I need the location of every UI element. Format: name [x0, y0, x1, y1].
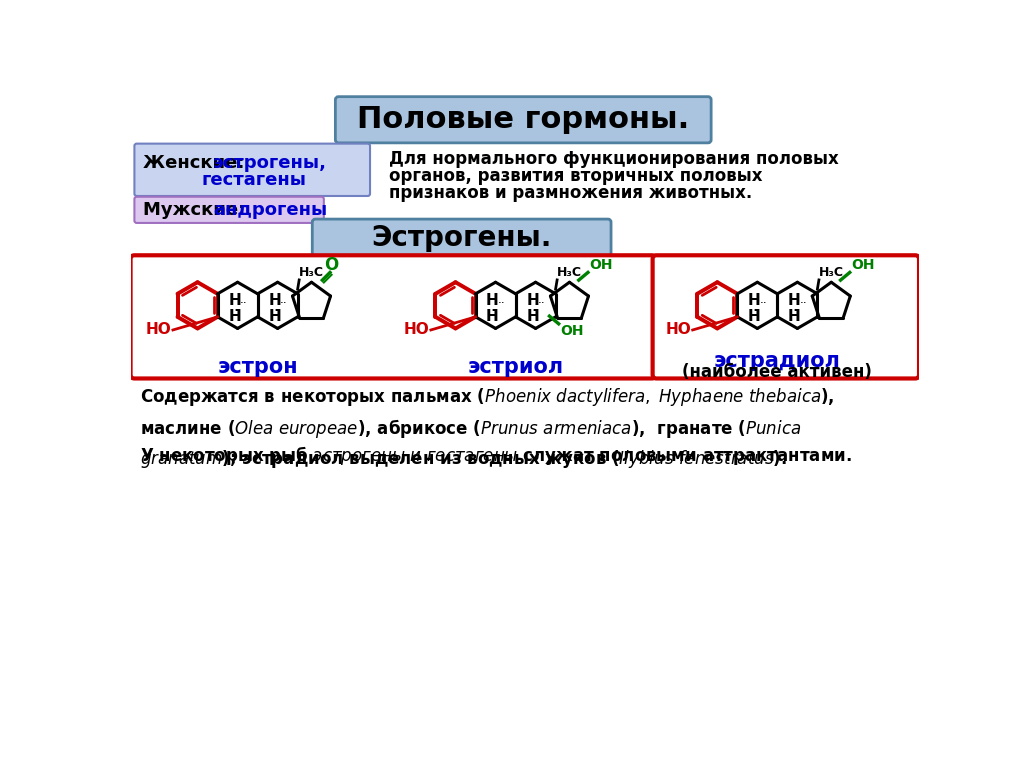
FancyBboxPatch shape: [336, 97, 711, 143]
Text: H₃C: H₃C: [299, 266, 325, 279]
FancyBboxPatch shape: [652, 255, 920, 378]
Text: Половые гормоны.: Половые гормоны.: [357, 105, 689, 134]
Text: H: H: [228, 293, 241, 308]
Text: Ḣ: Ḣ: [228, 308, 241, 324]
Text: Ḣ: Ḣ: [486, 308, 499, 324]
Text: гестагены: гестагены: [202, 171, 306, 189]
Text: эстрадиол: эстрадиол: [714, 351, 841, 370]
Text: H: H: [748, 293, 761, 308]
Text: андрогены: андрогены: [214, 201, 328, 219]
Text: H₃C: H₃C: [557, 266, 582, 279]
FancyBboxPatch shape: [312, 219, 611, 256]
Text: Женские:: Женские:: [143, 154, 251, 172]
Text: ··: ··: [280, 298, 288, 311]
Text: эстрон: эстрон: [217, 357, 298, 377]
Text: Содержатся в некоторых пальмах ($\it{Phoenix\ dactylifera,\ Hyphaene\ thebaica}$: Содержатся в некоторых пальмах ($\it{Pho…: [140, 386, 835, 469]
Text: HO: HO: [403, 322, 429, 337]
Text: эстриол: эстриол: [468, 357, 563, 377]
Text: Для нормального функционирования половых: Для нормального функционирования половых: [388, 150, 839, 168]
Text: (наиболее активен): (наиболее активен): [682, 364, 872, 381]
FancyBboxPatch shape: [134, 143, 370, 196]
Text: Мужские:: Мужские:: [143, 201, 251, 219]
Text: H: H: [486, 293, 499, 308]
FancyBboxPatch shape: [131, 255, 655, 378]
Text: HO: HO: [666, 322, 691, 337]
Text: признаков и размножения животных.: признаков и размножения животных.: [388, 184, 752, 202]
Text: OH: OH: [851, 258, 874, 272]
Text: H: H: [526, 293, 539, 308]
FancyBboxPatch shape: [134, 197, 324, 223]
Text: ··: ··: [538, 298, 546, 311]
Text: ··: ··: [498, 298, 506, 311]
Text: ··: ··: [760, 298, 767, 311]
Text: эстрогены,: эстрогены,: [213, 154, 327, 172]
Text: ··: ··: [240, 298, 248, 311]
Text: Ḣ: Ḣ: [526, 308, 539, 324]
Text: H: H: [787, 293, 801, 308]
Text: Ḣ: Ḣ: [787, 308, 801, 324]
Text: органов, развития вторичных половых: органов, развития вторичных половых: [388, 167, 762, 185]
Text: H₃C: H₃C: [819, 266, 844, 279]
Text: У некоторых рыб $\it{эстрогены\ и\ гестагены}$ служат половыми аттрактантами.: У некоторых рыб $\it{эстрогены\ и\ геста…: [140, 444, 852, 467]
Text: HO: HO: [145, 322, 171, 337]
Text: H: H: [268, 293, 281, 308]
Text: O: O: [325, 256, 339, 274]
Text: OH: OH: [590, 258, 613, 272]
Text: ··: ··: [800, 298, 807, 311]
Text: Эстрогены.: Эстрогены.: [372, 223, 552, 252]
Text: Ḣ: Ḣ: [268, 308, 281, 324]
Text: Ḣ: Ḣ: [748, 308, 761, 324]
Text: OH: OH: [560, 324, 584, 337]
